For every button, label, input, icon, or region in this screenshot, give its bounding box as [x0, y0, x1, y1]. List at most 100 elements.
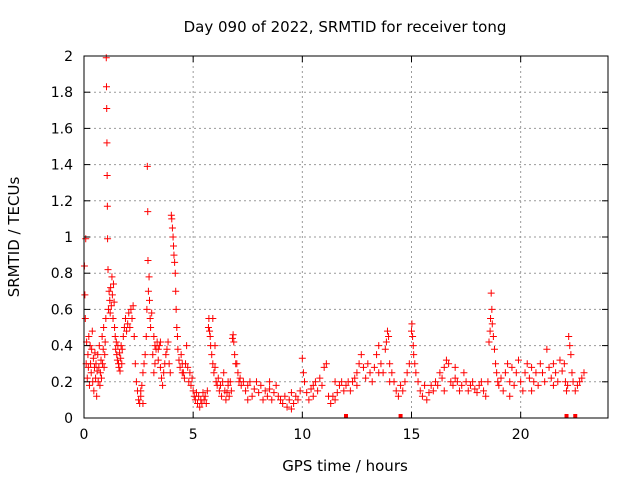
data-point: [272, 381, 280, 389]
data-point: [248, 392, 256, 400]
data-point: [569, 378, 577, 386]
data-point: [236, 374, 244, 382]
data-point: [81, 291, 89, 299]
data-point: [322, 360, 330, 368]
data-point: [154, 345, 162, 353]
data-point: [224, 378, 232, 386]
data-point: [116, 349, 124, 357]
data-point: [373, 351, 381, 359]
data-point: [129, 302, 137, 310]
data-point: [475, 381, 483, 389]
data-point: [220, 369, 228, 377]
data-point: [425, 389, 433, 397]
data-point: [99, 345, 107, 353]
data-point: [432, 378, 440, 386]
data-point: [100, 363, 108, 371]
data-point: [234, 369, 242, 377]
bottom-marker: [398, 414, 403, 418]
data-point: [87, 369, 95, 377]
data-point: [418, 392, 426, 400]
data-point: [139, 400, 147, 408]
data-point: [156, 338, 164, 346]
data-point: [458, 381, 466, 389]
data-point: [196, 403, 204, 411]
data-point: [89, 354, 97, 362]
data-point: [119, 333, 127, 341]
x-tick-label: 15: [403, 427, 421, 443]
data-point: [368, 378, 376, 386]
data-point: [164, 338, 172, 346]
data-point: [169, 233, 177, 241]
data-point: [386, 378, 394, 386]
data-point: [163, 345, 171, 353]
data-point: [108, 273, 116, 281]
data-point: [283, 403, 291, 411]
data-point: [355, 360, 363, 368]
data-point: [117, 342, 125, 350]
data-point: [460, 369, 468, 377]
data-point: [107, 284, 115, 292]
data-point: [279, 400, 287, 408]
data-point: [578, 374, 586, 382]
data-point: [208, 351, 216, 359]
data-point: [88, 345, 96, 353]
data-point: [113, 351, 121, 359]
data-point: [162, 351, 170, 359]
data-point: [532, 369, 540, 377]
data-point: [112, 345, 120, 353]
data-point: [216, 381, 224, 389]
data-point: [506, 392, 514, 400]
data-point: [228, 334, 236, 342]
data-point: [305, 396, 313, 404]
data-point: [567, 351, 575, 359]
data-point: [568, 369, 576, 377]
data-point: [151, 360, 159, 368]
data-point: [185, 378, 193, 386]
data-point: [173, 333, 181, 341]
data-point: [261, 387, 269, 395]
data-point: [91, 349, 99, 357]
data-point: [549, 381, 557, 389]
data-point: [82, 235, 90, 243]
data-point: [199, 389, 207, 397]
x-tick-label: 0: [80, 427, 89, 443]
data-point: [212, 378, 220, 386]
data-point: [97, 374, 105, 382]
data-point: [471, 385, 479, 393]
data-point: [438, 374, 446, 382]
data-point: [580, 369, 588, 377]
data-point: [246, 378, 254, 386]
y-tick-label: 1.6: [51, 121, 73, 137]
data-point: [83, 374, 91, 382]
data-point: [401, 378, 409, 386]
data-point: [211, 342, 219, 350]
data-point: [318, 381, 326, 389]
data-point: [268, 396, 276, 404]
data-point: [364, 360, 372, 368]
data-point: [519, 387, 527, 395]
data-point: [108, 291, 116, 299]
data-point: [170, 242, 178, 250]
data-point: [451, 363, 459, 371]
data-point: [409, 342, 417, 350]
data-point: [165, 360, 173, 368]
data-point: [125, 309, 133, 317]
data-point: [209, 360, 217, 368]
y-tick-label: 1.8: [51, 85, 73, 101]
data-point: [222, 396, 230, 404]
data-point: [554, 378, 562, 386]
data-point: [103, 202, 111, 210]
data-point: [112, 338, 120, 346]
data-point: [149, 351, 157, 359]
data-point: [290, 400, 298, 408]
data-point: [488, 320, 496, 328]
data-point: [102, 314, 110, 322]
data-point: [576, 378, 584, 386]
data-point: [414, 378, 422, 386]
data-point: [204, 324, 212, 331]
data-point: [168, 215, 176, 223]
data-point: [124, 320, 132, 328]
data-point: [409, 333, 417, 341]
data-point: [150, 369, 158, 377]
